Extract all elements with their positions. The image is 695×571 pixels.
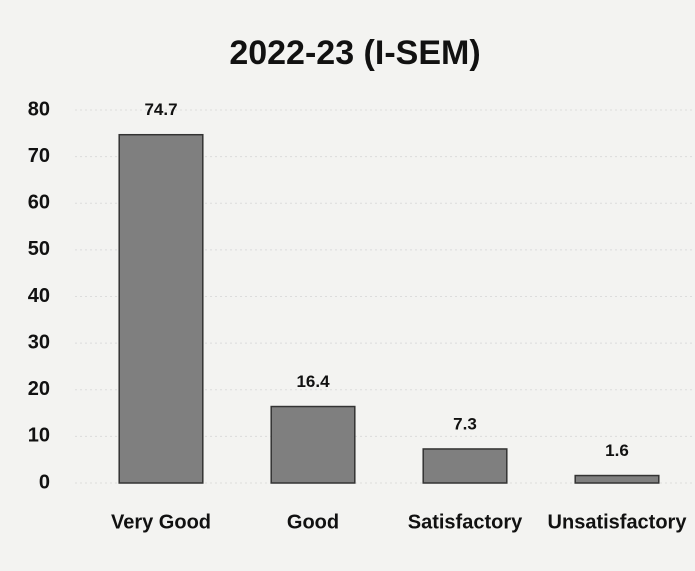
y-tick-label: 0 — [39, 471, 50, 493]
x-tick-label: Good — [287, 511, 339, 533]
x-tick-label: Unsatisfactory — [548, 511, 688, 533]
bar — [574, 474, 660, 484]
bar — [422, 448, 508, 484]
data-label: 1.6 — [605, 441, 629, 460]
data-label: 74.7 — [144, 100, 177, 119]
y-tick-label: 50 — [28, 238, 50, 260]
data-label: 16.4 — [296, 372, 330, 391]
y-tick-label: 30 — [28, 331, 50, 353]
chart-title: 2022-23 (I-SEM) — [229, 34, 480, 72]
y-tick-label: 10 — [28, 425, 50, 447]
y-tick-label: 40 — [28, 285, 50, 307]
data-label: 7.3 — [453, 414, 477, 433]
y-tick-label: 20 — [28, 378, 50, 400]
y-tick-label: 70 — [28, 145, 50, 167]
bar — [270, 405, 356, 484]
bar — [118, 133, 204, 484]
x-tick-label: Very Good — [111, 511, 211, 533]
x-tick-label: Satisfactory — [408, 511, 523, 533]
y-tick-label: 80 — [28, 98, 50, 120]
y-tick-label: 60 — [28, 192, 50, 214]
